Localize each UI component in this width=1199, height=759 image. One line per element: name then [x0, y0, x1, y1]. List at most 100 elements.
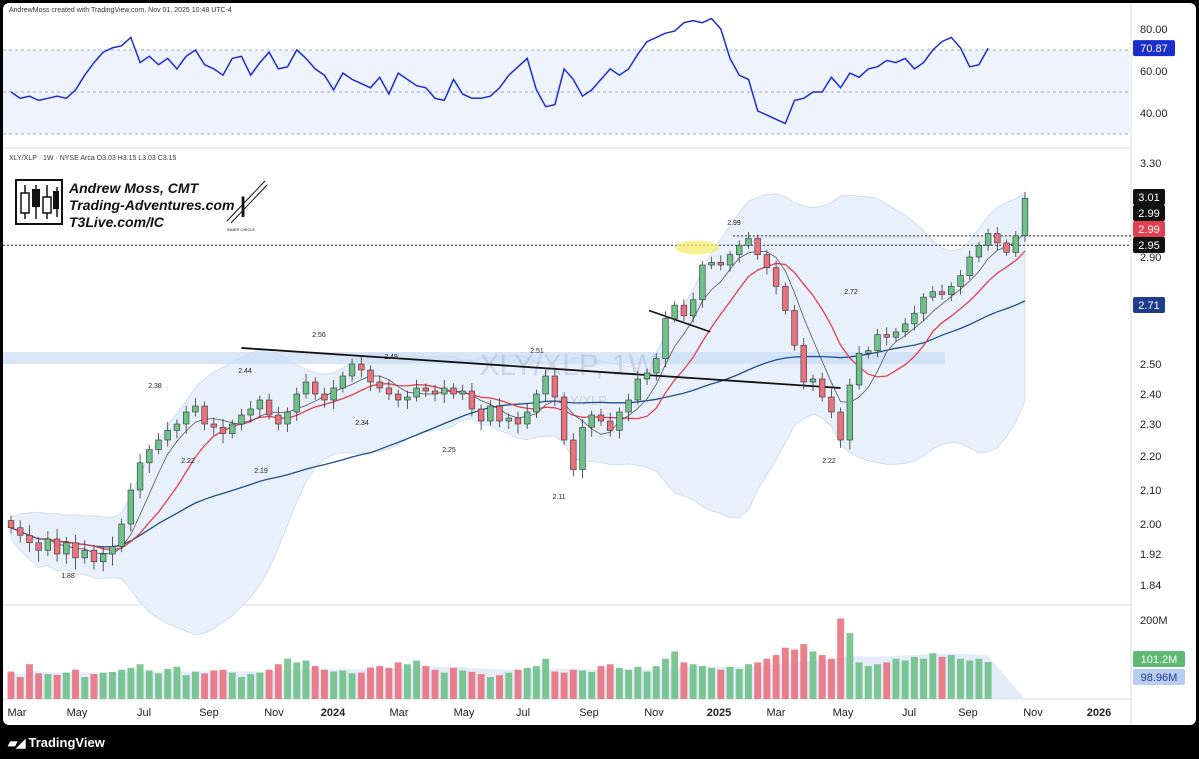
volume-bar [763, 658, 771, 699]
volume-bar [274, 664, 282, 699]
candle-body [828, 396, 835, 413]
candle-body [17, 527, 24, 536]
time-tick-label: 2025 [707, 707, 731, 719]
time-tick-label: Jul [137, 707, 151, 719]
candle-body [643, 372, 651, 380]
volume-bar [145, 670, 153, 699]
volume-bar [44, 674, 52, 699]
candle-body [892, 331, 900, 338]
candle-body [791, 310, 798, 346]
price-badge [1133, 237, 1165, 253]
candle-body [275, 414, 282, 425]
candle-body [634, 378, 641, 401]
candle-body [948, 286, 955, 295]
volume-bar [293, 662, 301, 699]
swing-annotation: 2.51 [530, 348, 544, 355]
candle-body [127, 489, 134, 525]
candle-body [551, 375, 559, 398]
time-tick-label: Mar [767, 707, 786, 719]
candle-body [1003, 242, 1010, 253]
volume-bar [560, 672, 568, 699]
candle-body [164, 430, 171, 441]
candle-body [441, 387, 448, 395]
candle-body [726, 254, 734, 266]
candle-body [109, 546, 116, 555]
volume-bar [459, 670, 467, 699]
candle-body [477, 408, 485, 422]
candle-body [736, 244, 743, 255]
volume-bar [910, 656, 918, 699]
candle-body [514, 417, 522, 425]
volume-bar [403, 664, 411, 699]
volume-tick-label: 200M [1140, 615, 1168, 627]
candle-body [763, 254, 771, 268]
price-badge-label: 3.01 [1138, 192, 1159, 204]
candle-body [459, 390, 466, 395]
volume-bar [201, 673, 209, 699]
volume-bar [62, 672, 70, 699]
candle-body [570, 439, 577, 470]
candle-body [256, 399, 264, 410]
candle-body [35, 542, 42, 551]
candle-body [229, 423, 236, 434]
volume-bar [966, 660, 974, 699]
brand-site[interactable]: Trading-Adventures.com [69, 197, 235, 213]
candle-body [330, 387, 337, 401]
tradingview-logo[interactable]: ▰◢ TradingView [8, 735, 105, 750]
candle-body [855, 352, 863, 386]
candle-body [293, 393, 300, 413]
volume-bar [523, 667, 531, 699]
symbol-ohlc-line: XLY/XLP · 1W · NYSE Arca O3.03 H3.15 L3.… [9, 155, 177, 162]
volume-bar [680, 662, 688, 699]
volume-bar [81, 677, 89, 699]
time-tick-label: Nov [644, 707, 664, 719]
volume-bar [7, 671, 15, 699]
highlight-ellipse [675, 240, 719, 255]
volume-bar [514, 669, 522, 699]
volume-bar [864, 666, 872, 699]
candle-body [560, 396, 568, 441]
candle-body [588, 414, 595, 428]
time-tick-label: Sep [199, 707, 219, 719]
candle-body [321, 393, 328, 401]
candle-body [699, 264, 706, 301]
swing-annotation: 2.44 [238, 368, 252, 375]
volume-bar [809, 651, 817, 699]
brand-site-2[interactable]: T3Live.com/IC [69, 214, 164, 230]
volume-bar [625, 669, 633, 699]
volume-bar [551, 671, 559, 699]
candle-body [662, 318, 669, 359]
volume-bar [468, 671, 476, 699]
volume-bar [588, 671, 596, 699]
candle-body [450, 387, 457, 395]
candle-body [837, 411, 844, 441]
candle-body [404, 396, 411, 401]
candle-body [100, 553, 107, 563]
candle-body [745, 237, 752, 246]
time-tick-label: Sep [579, 707, 599, 719]
price-tick-label: 1.84 [1140, 580, 1161, 592]
candle-body [431, 390, 439, 395]
candle-body [708, 262, 715, 266]
volume-bar [210, 670, 218, 699]
volume-bar [791, 649, 799, 699]
volume-bar [671, 651, 679, 699]
candle-body [929, 291, 936, 298]
swing-annotation: 2.25 [442, 447, 456, 454]
candle-body [865, 350, 872, 354]
candle-body [505, 417, 512, 422]
volume-bar [874, 664, 881, 699]
volume-bar [320, 669, 328, 699]
volume-bar [247, 674, 255, 699]
candle-body [90, 549, 98, 563]
candle-body [653, 358, 660, 374]
volume-bar [385, 667, 393, 699]
candle-body [146, 449, 153, 464]
volume-bar [901, 660, 909, 699]
candle-body [717, 262, 724, 266]
volume-bar [938, 656, 946, 699]
volume-bar [947, 655, 955, 699]
swing-annotation: 2.56 [312, 332, 326, 339]
volume-bar [330, 671, 338, 699]
